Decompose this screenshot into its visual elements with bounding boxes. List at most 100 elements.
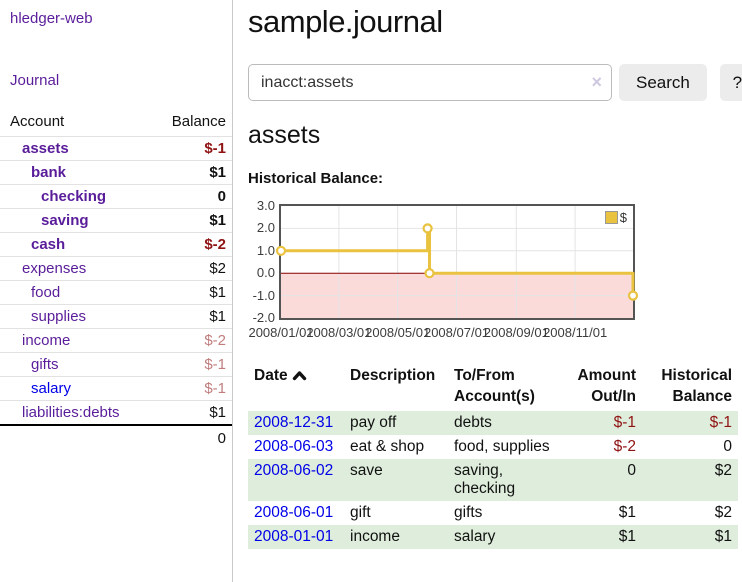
account-balance: $-2 <box>204 332 226 349</box>
help-button[interactable]: ? <box>719 64 742 101</box>
register-row: 2008-06-01 gift gifts $1 $2 <box>248 501 738 525</box>
sidebar-account-link[interactable]: food <box>31 284 61 301</box>
description-cell: eat & shop <box>350 438 425 455</box>
x-axis-tick-label: 2008/09/01 <box>483 325 549 340</box>
register-row: 2008-01-01 income salary $1 $1 <box>248 525 738 549</box>
total-balance: 0 <box>217 430 226 447</box>
account-balance: $2 <box>209 260 226 277</box>
sidebar-account-link[interactable]: liabilities:debts <box>22 404 120 421</box>
date-link[interactable]: 2008-06-01 <box>254 504 334 521</box>
account-row: supplies $1 <box>0 304 232 328</box>
register-table: Date Description To/From Account(s) Amount … <box>248 363 738 549</box>
y-axis-tick-label: 2.0 <box>256 220 275 236</box>
date-link[interactable]: 2008-01-01 <box>254 528 334 545</box>
balance-cell: 0 <box>723 438 732 455</box>
x-axis-tick-label: 2008/07/01 <box>423 325 490 340</box>
register-header-row: Date Description To/From Account(s) Amount … <box>248 363 738 411</box>
chart-x-labels: 2008/01/01 2008/03/01 2008/05/01 2008/07/01… <box>248 325 633 341</box>
date-link[interactable]: 2008-06-02 <box>254 462 334 479</box>
accounts-cell: debts <box>454 414 492 431</box>
register-row: 2008-06-03 eat & shop food, supplies $-2 0 <box>248 435 738 459</box>
x-axis-tick-label: 2008/01/01 <box>248 325 314 340</box>
chart-plot-area: $ <box>275 204 639 320</box>
account-row: gifts $-1 <box>0 352 232 376</box>
account-row: cash $-2 <box>0 232 232 256</box>
y-axis-tick-label: 3.0 <box>256 198 275 213</box>
amount-cell: $1 <box>618 528 636 545</box>
accounts-cell: saving, checking <box>454 462 516 497</box>
sidebar-account-link[interactable]: bank <box>31 164 67 181</box>
balance-cell: $-1 <box>709 414 732 431</box>
chart-canvas <box>275 206 639 318</box>
register-table-body: 2008-12-31 pay off debts $-1 $-1 2008-06-03 ea… <box>248 411 738 549</box>
amount-cell: $-1 <box>613 414 636 431</box>
account-table-body: assets $-1 bank $1 checking 0 saving $1 cash $-2 e… <box>0 136 232 424</box>
account-row: checking 0 <box>0 184 232 208</box>
amount-cell: $1 <box>618 504 636 521</box>
date-link[interactable]: 2008-06-03 <box>254 438 334 455</box>
sidebar-account-link[interactable]: assets <box>22 140 69 157</box>
account-balance: $-1 <box>204 380 226 397</box>
account-balance: $1 <box>209 212 226 229</box>
register-row: 2008-12-31 pay off debts $-1 $-1 <box>248 411 738 435</box>
app-title-link[interactable]: hledger-web <box>10 10 93 27</box>
amount-cell: 0 <box>627 462 636 479</box>
description-cell: gift <box>350 504 371 521</box>
account-row: salary $-1 <box>0 376 232 400</box>
search-input[interactable] <box>248 64 612 101</box>
y-axis-tick-label: 0.0 <box>256 265 275 281</box>
sidebar-account-link[interactable]: supplies <box>31 308 87 325</box>
x-axis-tick-label: 2008/05/01 <box>365 325 431 340</box>
register-column-header: Amount Out/In <box>577 367 636 405</box>
account-heading: assets <box>248 121 321 149</box>
account-row: assets $-1 <box>0 136 232 160</box>
account-column-header: Account <box>10 113 65 130</box>
clear-search-icon[interactable]: × <box>591 72 602 92</box>
chart-legend: $ <box>604 210 627 225</box>
account-row: food $1 <box>0 280 232 304</box>
account-balance: $-1 <box>204 140 226 157</box>
sidebar-account-link[interactable]: income <box>22 332 71 349</box>
main-content: sample.journal × Search ? assets Histori… <box>233 0 742 582</box>
x-axis-tick-label: 2008/03/01 <box>306 325 372 340</box>
sidebar-account-link[interactable]: salary <box>31 380 72 397</box>
legend-swatch-icon <box>604 211 618 224</box>
y-axis-tick-label: -1.0 <box>252 287 275 303</box>
account-row: expenses $2 <box>0 256 232 280</box>
sidebar-account-link[interactable]: expenses <box>22 260 87 277</box>
amount-cell: $-2 <box>613 438 636 455</box>
sidebar-account-link[interactable]: gifts <box>31 356 59 373</box>
register-column-header: To/From Account(s) <box>454 367 535 405</box>
account-row: income $-2 <box>0 328 232 352</box>
sort-ascending-icon <box>292 371 306 381</box>
date-link[interactable]: 2008-12-31 <box>254 414 334 431</box>
historical-balance-chart: 3.0 2.0 1.0 0.0 -1.0 -2.0 $ 2008/01/01 2008/03… <box>248 197 742 345</box>
sidebar: hledger-web Journal Account Balance asse… <box>0 0 233 582</box>
account-row: saving $1 <box>0 208 232 232</box>
account-balance: $1 <box>209 164 226 181</box>
balance-cell: $2 <box>714 462 732 479</box>
sidebar-item-journal[interactable]: Journal <box>10 72 60 89</box>
chart-title: Historical Balance: <box>248 170 384 187</box>
sidebar-account-link[interactable]: checking <box>41 188 107 205</box>
register-row: 2008-06-02 save saving, checking 0 $2 <box>248 459 738 501</box>
legend-label: $ <box>619 210 627 225</box>
account-table-header: Account Balance <box>0 109 232 136</box>
account-row: bank $1 <box>0 160 232 184</box>
description-cell: save <box>350 462 383 479</box>
search-form: × Search ? <box>248 64 742 101</box>
register-column-header: Date <box>248 363 344 411</box>
sidebar-account-link[interactable]: cash <box>31 236 66 253</box>
search-button[interactable]: Search <box>619 64 707 101</box>
account-balance: $-1 <box>204 356 226 373</box>
sidebar-account-link[interactable]: saving <box>41 212 89 229</box>
y-axis-tick-label: -2.0 <box>252 310 275 325</box>
chart-y-labels: 3.0 2.0 1.0 0.0 -1.0 -2.0 <box>248 198 275 325</box>
account-total-row: 0 <box>0 424 232 450</box>
x-axis-tick-label: 2008/11/01 <box>543 325 608 340</box>
account-balance: $-2 <box>204 236 226 253</box>
balance-column-header: Balance <box>171 113 226 130</box>
register-column-header: Historical Balance <box>661 367 732 405</box>
description-cell: income <box>350 528 400 545</box>
account-balance: $1 <box>209 284 226 301</box>
